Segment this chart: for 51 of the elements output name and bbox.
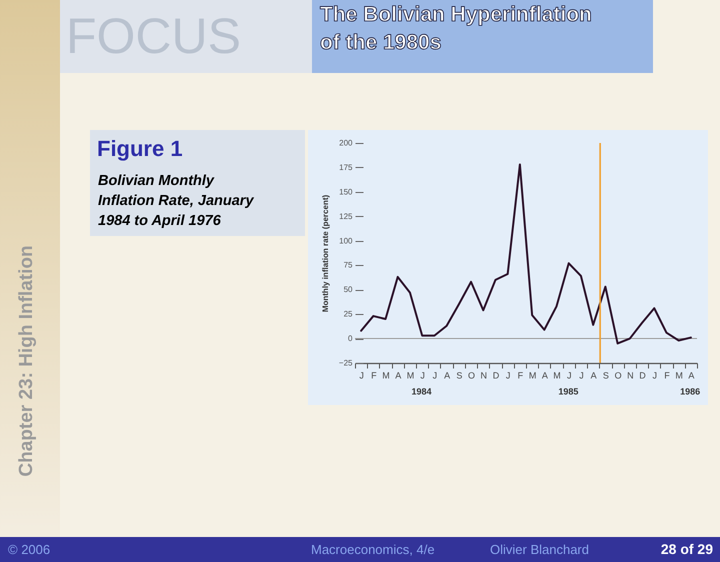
- x-tick-label: A: [688, 370, 694, 380]
- x-tick-label: J: [432, 370, 438, 380]
- x-tick-label: A: [395, 370, 402, 380]
- x2-tick-label: 1984: [412, 386, 432, 396]
- x-tick-label: J: [579, 370, 584, 380]
- x-tick-label: S: [456, 370, 462, 380]
- x-tick-label: N: [480, 370, 487, 380]
- x-tick-label: J: [652, 370, 657, 380]
- y-tick-label: 75: [344, 260, 354, 270]
- x-tick-label: M: [553, 370, 561, 380]
- text: Bolivian Monthly Inflation Rate, January 1984 to April 1976: [98, 173, 254, 229]
- x-tick-label: F: [371, 370, 378, 380]
- y-tick-label: 50: [344, 285, 354, 294]
- x-tick-label: A: [590, 370, 597, 380]
- x-tick-label: M: [406, 370, 414, 380]
- x-tick-label: J: [420, 370, 425, 380]
- text: Figure 1: [97, 136, 183, 161]
- x-tick-label: O: [468, 370, 476, 380]
- x-tick-label: M: [675, 370, 683, 380]
- chart-title: The Bolivian Hyperinflation of the 1980s: [320, 3, 592, 54]
- x-tick-label: J: [567, 370, 572, 380]
- text: 28 of 29: [660, 541, 714, 557]
- y-tick-label: 125: [339, 212, 354, 221]
- text: Macroeconomics, 4/e: [311, 542, 435, 557]
- y-tick-label: 175: [339, 162, 354, 172]
- x2-tick-label: 1985: [558, 386, 578, 396]
- text: © 2006: [8, 542, 50, 557]
- x-tick-label: N: [627, 370, 634, 380]
- y-tick-label: 100: [339, 236, 354, 246]
- x-tick-label: A: [542, 370, 548, 380]
- x-tick-label: S: [602, 370, 609, 380]
- x-tick-label: J: [506, 370, 510, 380]
- x-tick-label: D: [639, 370, 646, 380]
- x-tick-label: O: [614, 370, 622, 380]
- text: Olivier Blanchard: [490, 542, 589, 557]
- x-tick-label: F: [518, 370, 524, 380]
- x-tick-label: M: [382, 370, 390, 380]
- x-tick-label: F: [664, 370, 670, 380]
- y-tick-label: 0: [348, 334, 354, 344]
- text: Chapter 23: High Inflation: [16, 245, 37, 477]
- x2-tick-label: 1986: [680, 386, 700, 396]
- y-tick-label: 25: [344, 310, 354, 319]
- y-tick-label: 200: [339, 138, 354, 148]
- line-series: [360, 164, 692, 344]
- x-tick-label: A: [444, 370, 450, 380]
- y-tick-label: 150: [339, 187, 354, 196]
- x-tick-label: D: [492, 370, 500, 380]
- x-tick-label: J: [359, 370, 364, 380]
- x-tick-label: M: [528, 370, 536, 380]
- y-tick-label: −25: [338, 358, 354, 368]
- y-axis-title: Monthly inflation rate (percent): [320, 194, 330, 312]
